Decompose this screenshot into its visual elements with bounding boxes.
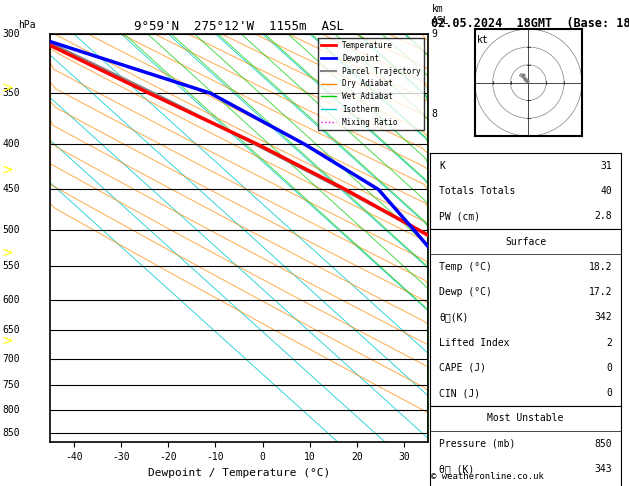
Text: Mixing Ratio (g/kg): Mixing Ratio (g/kg) (452, 182, 462, 294)
Text: CIN (J): CIN (J) (439, 388, 481, 398)
Text: >: > (1, 163, 13, 177)
Text: >: > (1, 333, 13, 347)
Text: Most Unstable: Most Unstable (487, 414, 564, 423)
Text: 3: 3 (431, 385, 437, 396)
Text: 350: 350 (3, 88, 20, 98)
Text: 4: 4 (431, 337, 437, 347)
Text: 650: 650 (3, 326, 20, 335)
Title: 9°59'N  275°12'W  1155m  ASL: 9°59'N 275°12'W 1155m ASL (134, 20, 344, 33)
X-axis label: Dewpoint / Temperature (°C): Dewpoint / Temperature (°C) (148, 468, 330, 478)
Text: PW (cm): PW (cm) (439, 211, 481, 221)
Text: >: > (1, 81, 13, 94)
Text: 5: 5 (431, 288, 437, 298)
Text: Dewp (°C): Dewp (°C) (439, 287, 492, 297)
Text: >: > (1, 246, 13, 260)
Text: 40: 40 (600, 186, 612, 196)
Text: θᴇ(K): θᴇ(K) (439, 312, 469, 322)
Text: 6: 6 (431, 240, 437, 250)
Text: Pressure (mb): Pressure (mb) (439, 439, 516, 449)
Text: kt: kt (477, 35, 489, 45)
Text: CAPE (J): CAPE (J) (439, 363, 486, 373)
Text: 0: 0 (606, 388, 612, 398)
Text: K: K (439, 161, 445, 171)
Text: 800: 800 (3, 405, 20, 415)
Text: 02.05.2024  18GMT  (Base: 18): 02.05.2024 18GMT (Base: 18) (431, 17, 629, 30)
Text: 450: 450 (3, 185, 20, 194)
Text: Temp (°C): Temp (°C) (439, 262, 492, 272)
Text: 500: 500 (3, 225, 20, 235)
Text: 400: 400 (3, 139, 20, 149)
Text: 850: 850 (3, 428, 20, 438)
Text: 2: 2 (431, 426, 437, 436)
Text: 850: 850 (594, 439, 612, 449)
Text: θᴇ (K): θᴇ (K) (439, 464, 474, 474)
Text: 550: 550 (3, 261, 20, 271)
Text: 31: 31 (600, 161, 612, 171)
Text: hPa: hPa (18, 20, 36, 30)
Text: 2: 2 (606, 338, 612, 347)
Text: 600: 600 (3, 295, 20, 305)
Text: Totals Totals: Totals Totals (439, 186, 516, 196)
Text: 8: 8 (431, 109, 437, 120)
Text: Surface: Surface (505, 237, 546, 246)
Text: 17.2: 17.2 (588, 287, 612, 297)
Text: © weatheronline.co.uk: © weatheronline.co.uk (431, 472, 543, 481)
Text: 342: 342 (594, 312, 612, 322)
Text: 0: 0 (606, 363, 612, 373)
Text: 343: 343 (594, 464, 612, 474)
Text: 750: 750 (3, 381, 20, 390)
Text: km
ASL: km ASL (431, 4, 449, 26)
Text: 18.2: 18.2 (588, 262, 612, 272)
Text: 2.8: 2.8 (594, 211, 612, 221)
Text: 700: 700 (3, 354, 20, 364)
Legend: Temperature, Dewpoint, Parcel Trajectory, Dry Adiabat, Wet Adiabat, Isotherm, Mi: Temperature, Dewpoint, Parcel Trajectory… (318, 38, 424, 130)
Text: Lifted Index: Lifted Index (439, 338, 509, 347)
Text: LCL: LCL (431, 428, 449, 438)
Text: 7: 7 (431, 176, 437, 186)
Text: 300: 300 (3, 29, 20, 39)
Text: 9: 9 (431, 29, 437, 39)
